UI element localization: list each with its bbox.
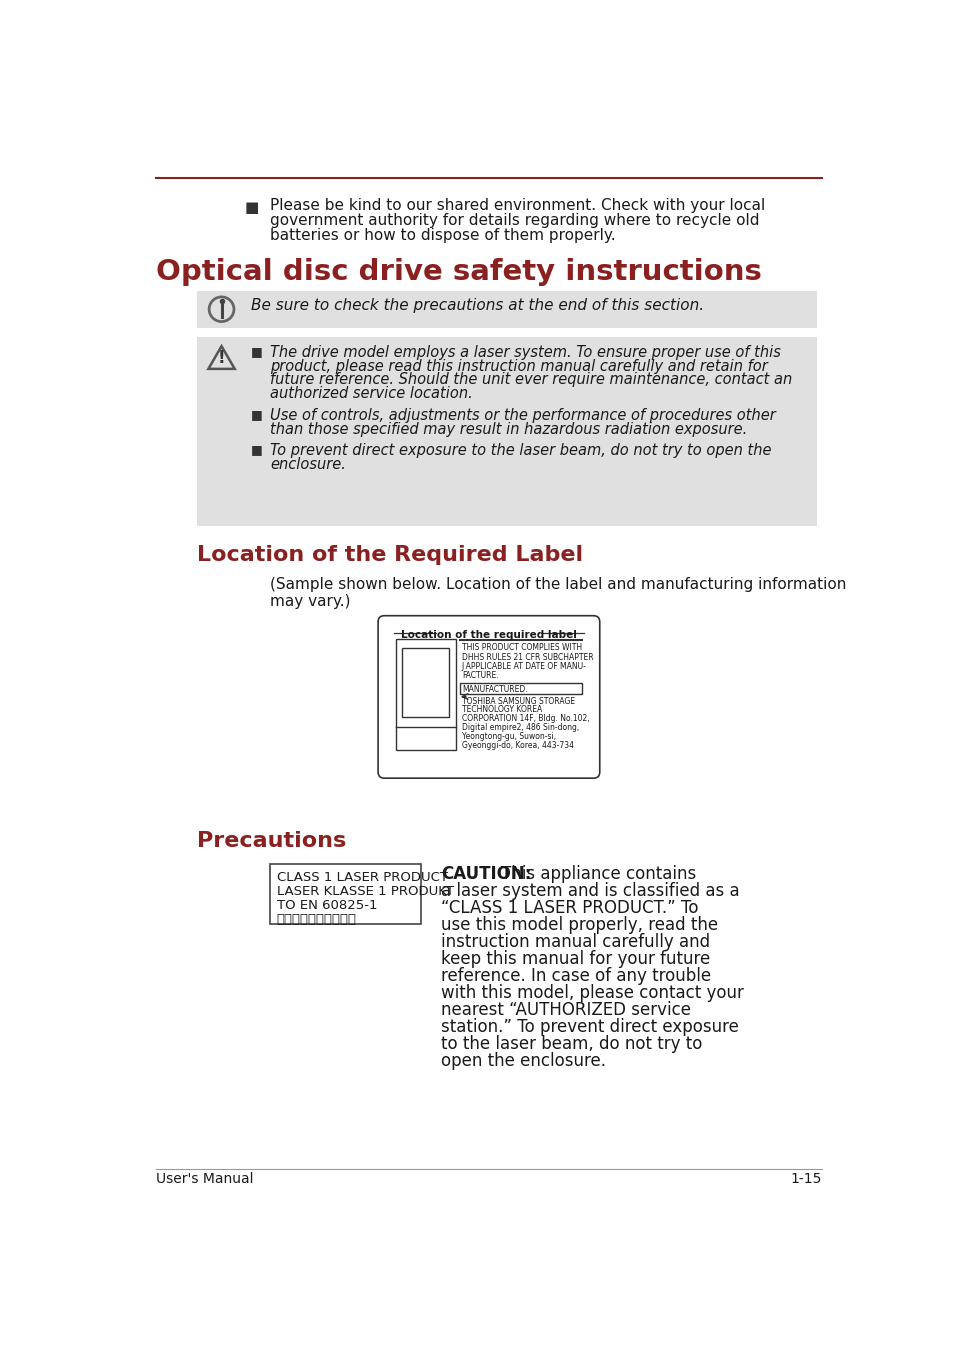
Bar	[395, 639, 456, 751]
Text: enclosure.: enclosure.	[270, 457, 346, 472]
Text: (Sample shown below. Location of the label and manufacturing information: (Sample shown below. Location of the lab…	[270, 577, 846, 592]
Bar	[459, 683, 581, 694]
FancyBboxPatch shape	[377, 616, 599, 779]
Text: use this model properly, read the: use this model properly, read the	[440, 916, 718, 933]
Text: reference. In case of any trouble: reference. In case of any trouble	[440, 967, 710, 985]
Text: クラス１レーザー製品: クラス１レーザー製品	[276, 913, 356, 925]
Text: station.” To prevent direct exposure: station.” To prevent direct exposure	[440, 1018, 738, 1036]
Text: Gyeonggi-do, Korea, 443-734: Gyeonggi-do, Korea, 443-734	[461, 741, 573, 749]
Bar	[196, 338, 816, 526]
Text: Yeongtong-gu, Suwon-si,: Yeongtong-gu, Suwon-si,	[461, 732, 556, 741]
Bar	[402, 648, 448, 717]
Text: ■: ■	[245, 200, 259, 215]
Text: CORPORATION 14F, Bldg. No.102,: CORPORATION 14F, Bldg. No.102,	[461, 714, 589, 724]
Text: a laser system and is classified as a: a laser system and is classified as a	[440, 882, 739, 900]
Text: TO EN 60825-1: TO EN 60825-1	[276, 898, 376, 912]
Text: ■: ■	[251, 408, 262, 421]
Text: LASER KLASSE 1 PRODUKT: LASER KLASSE 1 PRODUKT	[276, 885, 453, 898]
Bar	[270, 863, 421, 924]
Text: Please be kind to our shared environment. Check with your local: Please be kind to our shared environment…	[270, 198, 765, 214]
Text: THIS PRODUCT COMPLIES WITH: THIS PRODUCT COMPLIES WITH	[461, 643, 581, 652]
Text: TOSHIBA SAMSUNG STORAGE: TOSHIBA SAMSUNG STORAGE	[461, 697, 575, 706]
Text: open the enclosure.: open the enclosure.	[440, 1052, 605, 1069]
Text: User's Manual: User's Manual	[155, 1173, 253, 1186]
Text: CLASS 1 LASER PRODUCT: CLASS 1 LASER PRODUCT	[276, 872, 447, 885]
Text: ■: ■	[251, 344, 262, 358]
Text: authorized service location.: authorized service location.	[270, 386, 473, 401]
Text: The drive model employs a laser system. To ensure proper use of this: The drive model employs a laser system. …	[270, 344, 781, 359]
Text: future reference. Should the unit ever require maintenance, contact an: future reference. Should the unit ever r…	[270, 373, 792, 387]
Text: This appliance contains: This appliance contains	[500, 865, 696, 884]
Text: DHHS RULES 21 CFR SUBCHAPTER: DHHS RULES 21 CFR SUBCHAPTER	[461, 652, 593, 662]
Text: Location of the required label: Location of the required label	[400, 629, 577, 640]
Text: keep this manual for your future: keep this manual for your future	[440, 950, 709, 968]
Text: Location of the Required Label: Location of the Required Label	[196, 545, 582, 565]
Text: Optical disc drive safety instructions: Optical disc drive safety instructions	[155, 258, 760, 285]
Text: Use of controls, adjustments or the performance of procedures other: Use of controls, adjustments or the perf…	[270, 408, 776, 422]
Text: government authority for details regarding where to recycle old: government authority for details regardi…	[270, 213, 760, 229]
Text: than those specified may result in hazardous radiation exposure.: than those specified may result in hazar…	[270, 422, 747, 437]
Text: FACTURE.: FACTURE.	[461, 671, 497, 681]
Text: with this model, please contact your: with this model, please contact your	[440, 983, 743, 1002]
Text: 1-15: 1-15	[790, 1173, 821, 1186]
Text: “CLASS 1 LASER PRODUCT.” To: “CLASS 1 LASER PRODUCT.” To	[440, 898, 698, 917]
Text: ■: ■	[251, 444, 262, 456]
Text: nearest “AUTHORIZED service: nearest “AUTHORIZED service	[440, 1001, 690, 1018]
Text: batteries or how to dispose of them properly.: batteries or how to dispose of them prop…	[270, 227, 616, 242]
Text: Be sure to check the precautions at the end of this section.: Be sure to check the precautions at the …	[251, 299, 703, 313]
Text: may vary.): may vary.)	[270, 594, 351, 609]
Bar	[196, 291, 816, 328]
Text: TECHNOLOGY KOREA: TECHNOLOGY KOREA	[461, 705, 541, 714]
Text: MANUFACTURED.: MANUFACTURED.	[462, 685, 528, 694]
Text: !: !	[217, 348, 225, 367]
Text: instruction manual carefully and: instruction manual carefully and	[440, 933, 709, 951]
Text: CAUTION:: CAUTION:	[440, 865, 531, 884]
Text: Precautions: Precautions	[196, 831, 346, 851]
Text: to the laser beam, do not try to: to the laser beam, do not try to	[440, 1034, 701, 1053]
Text: To prevent direct exposure to the laser beam, do not try to open the: To prevent direct exposure to the laser …	[270, 444, 771, 459]
Text: product, please read this instruction manual carefully and retain for: product, please read this instruction ma…	[270, 359, 767, 374]
Text: Digital empire2, 486 Sin-dong,: Digital empire2, 486 Sin-dong,	[461, 724, 578, 732]
Text: J APPLICABLE AT DATE OF MANU-: J APPLICABLE AT DATE OF MANU-	[461, 662, 586, 671]
